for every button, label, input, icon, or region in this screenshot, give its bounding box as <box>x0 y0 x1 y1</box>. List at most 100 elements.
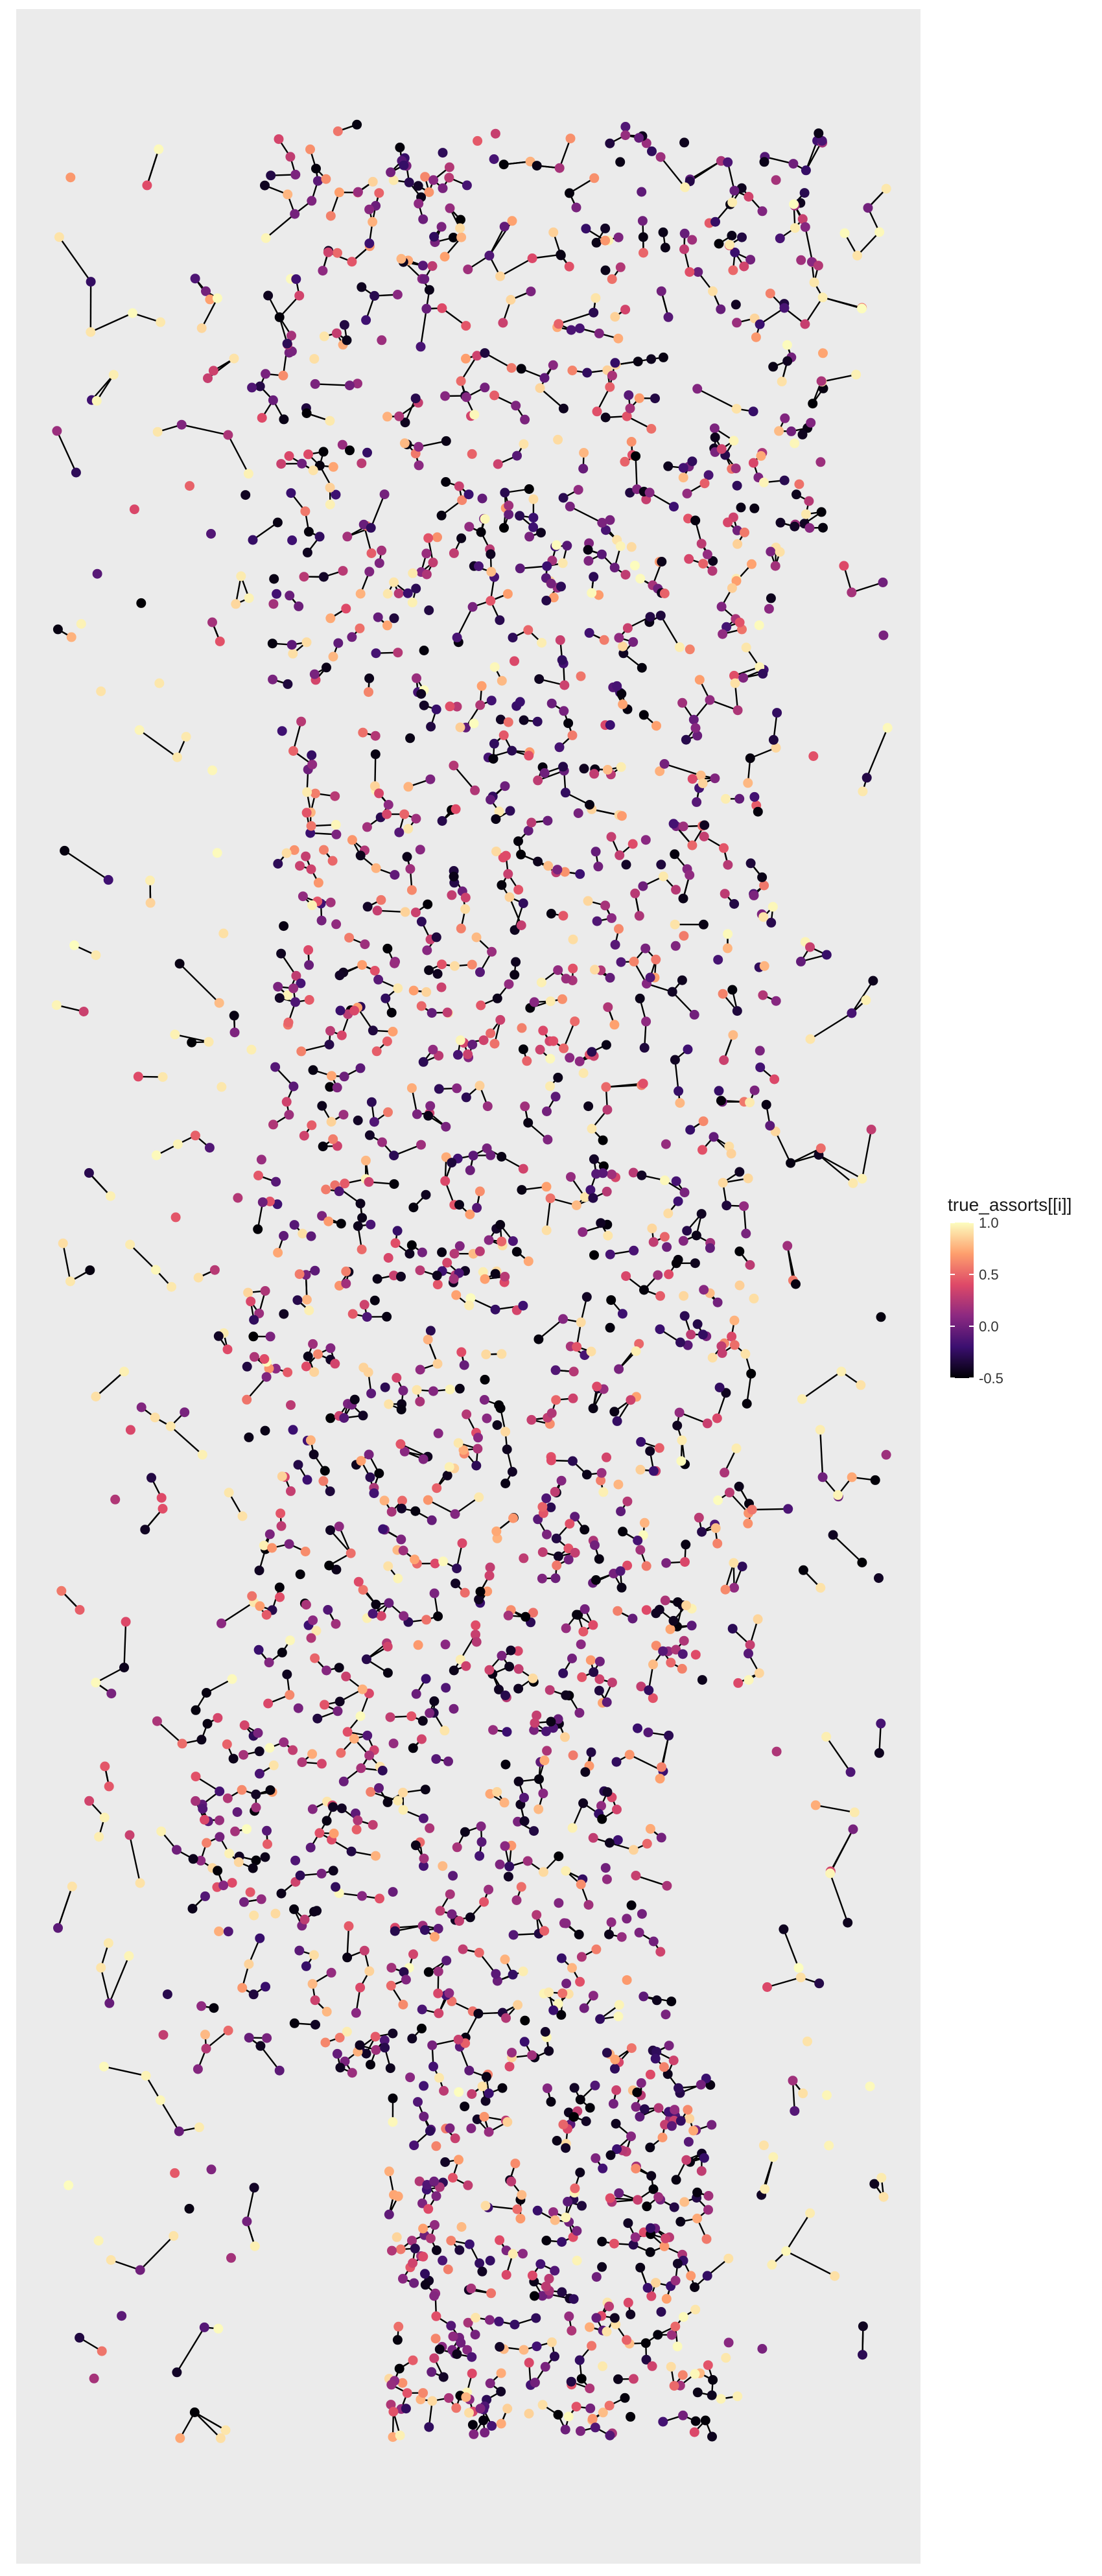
network-node <box>418 214 428 224</box>
network-node <box>488 1725 498 1735</box>
network-edge <box>427 1499 456 1515</box>
network-node <box>284 1539 294 1549</box>
network-node <box>690 2282 700 2292</box>
network-node <box>591 237 602 248</box>
network-node <box>583 544 593 555</box>
network-node <box>467 959 477 970</box>
network-node <box>474 1595 484 1605</box>
network-node <box>262 2033 272 2043</box>
network-node <box>223 430 233 440</box>
network-node <box>207 617 217 627</box>
network-node <box>567 730 578 740</box>
network-node <box>491 847 501 856</box>
network-node <box>427 1008 437 1018</box>
network-node <box>506 295 516 305</box>
network-node <box>418 2251 428 2262</box>
network-node <box>482 1143 492 1153</box>
network-node <box>585 800 594 810</box>
network-node <box>748 458 758 468</box>
network-node <box>454 2245 465 2255</box>
network-edge <box>156 1720 183 1744</box>
network-node <box>519 1553 529 1563</box>
network-node <box>557 558 568 568</box>
network-node <box>729 899 740 909</box>
network-node <box>561 1866 571 1876</box>
network-node <box>563 2197 573 2207</box>
network-node <box>550 1573 561 1584</box>
network-node <box>431 932 441 943</box>
network-edge <box>856 231 880 257</box>
network-node <box>626 1395 636 1405</box>
network-node <box>476 1837 487 1847</box>
network-node <box>644 1685 654 1695</box>
network-node <box>428 2061 438 2072</box>
network-node <box>506 363 517 373</box>
network-node <box>295 1569 305 1580</box>
network-node <box>817 292 828 303</box>
network-node <box>664 1269 674 1280</box>
network-edge <box>201 298 218 329</box>
network-node <box>331 489 341 500</box>
network-node <box>632 2087 642 2098</box>
network-node <box>641 2354 651 2365</box>
network-edge <box>563 1021 576 1049</box>
network-node <box>415 1396 425 1407</box>
network-node <box>580 1525 590 1535</box>
network-node <box>578 463 589 474</box>
network-node <box>473 135 483 146</box>
network-node <box>357 1891 367 1901</box>
network-node <box>386 1980 396 1991</box>
network-node <box>125 1239 135 1250</box>
network-node <box>319 331 329 342</box>
network-node <box>734 617 745 627</box>
network-node <box>432 1270 442 1281</box>
network-node <box>512 2204 522 2214</box>
network-node <box>562 541 572 551</box>
network-node <box>539 1755 550 1766</box>
network-node <box>690 2416 701 2426</box>
network-node <box>556 1475 567 1486</box>
network-node <box>385 1712 395 1722</box>
network-node <box>334 187 344 198</box>
network-node <box>761 1099 771 1110</box>
network-node <box>518 1164 528 1174</box>
network-node <box>533 775 543 786</box>
network-node <box>295 861 305 871</box>
network-node <box>341 1671 351 1681</box>
network-node <box>333 638 344 648</box>
network-node <box>686 1329 696 1340</box>
network-node <box>614 633 624 643</box>
network-node <box>419 700 429 710</box>
network-node <box>782 1241 793 1251</box>
network-node <box>449 1704 459 1714</box>
network-node <box>702 549 712 559</box>
network-node <box>224 1488 234 1498</box>
network-node <box>645 1823 655 1834</box>
network-node <box>591 847 601 857</box>
network-node <box>465 1293 476 1304</box>
network-node <box>467 602 478 612</box>
network-node <box>749 503 760 513</box>
network-node <box>670 2321 681 2332</box>
network-node <box>603 1002 613 1013</box>
network-node <box>240 490 251 500</box>
network-node <box>513 1646 523 1656</box>
network-node <box>418 1057 428 1067</box>
network-node <box>565 1519 575 1529</box>
network-node <box>734 793 745 804</box>
network-node <box>651 1995 662 2006</box>
network-node <box>253 1645 264 1655</box>
network-node <box>640 2338 651 2348</box>
network-node <box>656 860 666 870</box>
network-node <box>647 2361 657 2371</box>
network-node <box>456 215 465 225</box>
network-node <box>786 1158 796 1168</box>
network-node <box>647 146 657 156</box>
network-node <box>471 932 482 943</box>
network-node <box>347 257 357 267</box>
network-node <box>511 401 521 411</box>
network-node <box>616 688 627 699</box>
network-node <box>244 2033 254 2043</box>
network-node <box>600 900 611 911</box>
network-node <box>276 948 287 959</box>
